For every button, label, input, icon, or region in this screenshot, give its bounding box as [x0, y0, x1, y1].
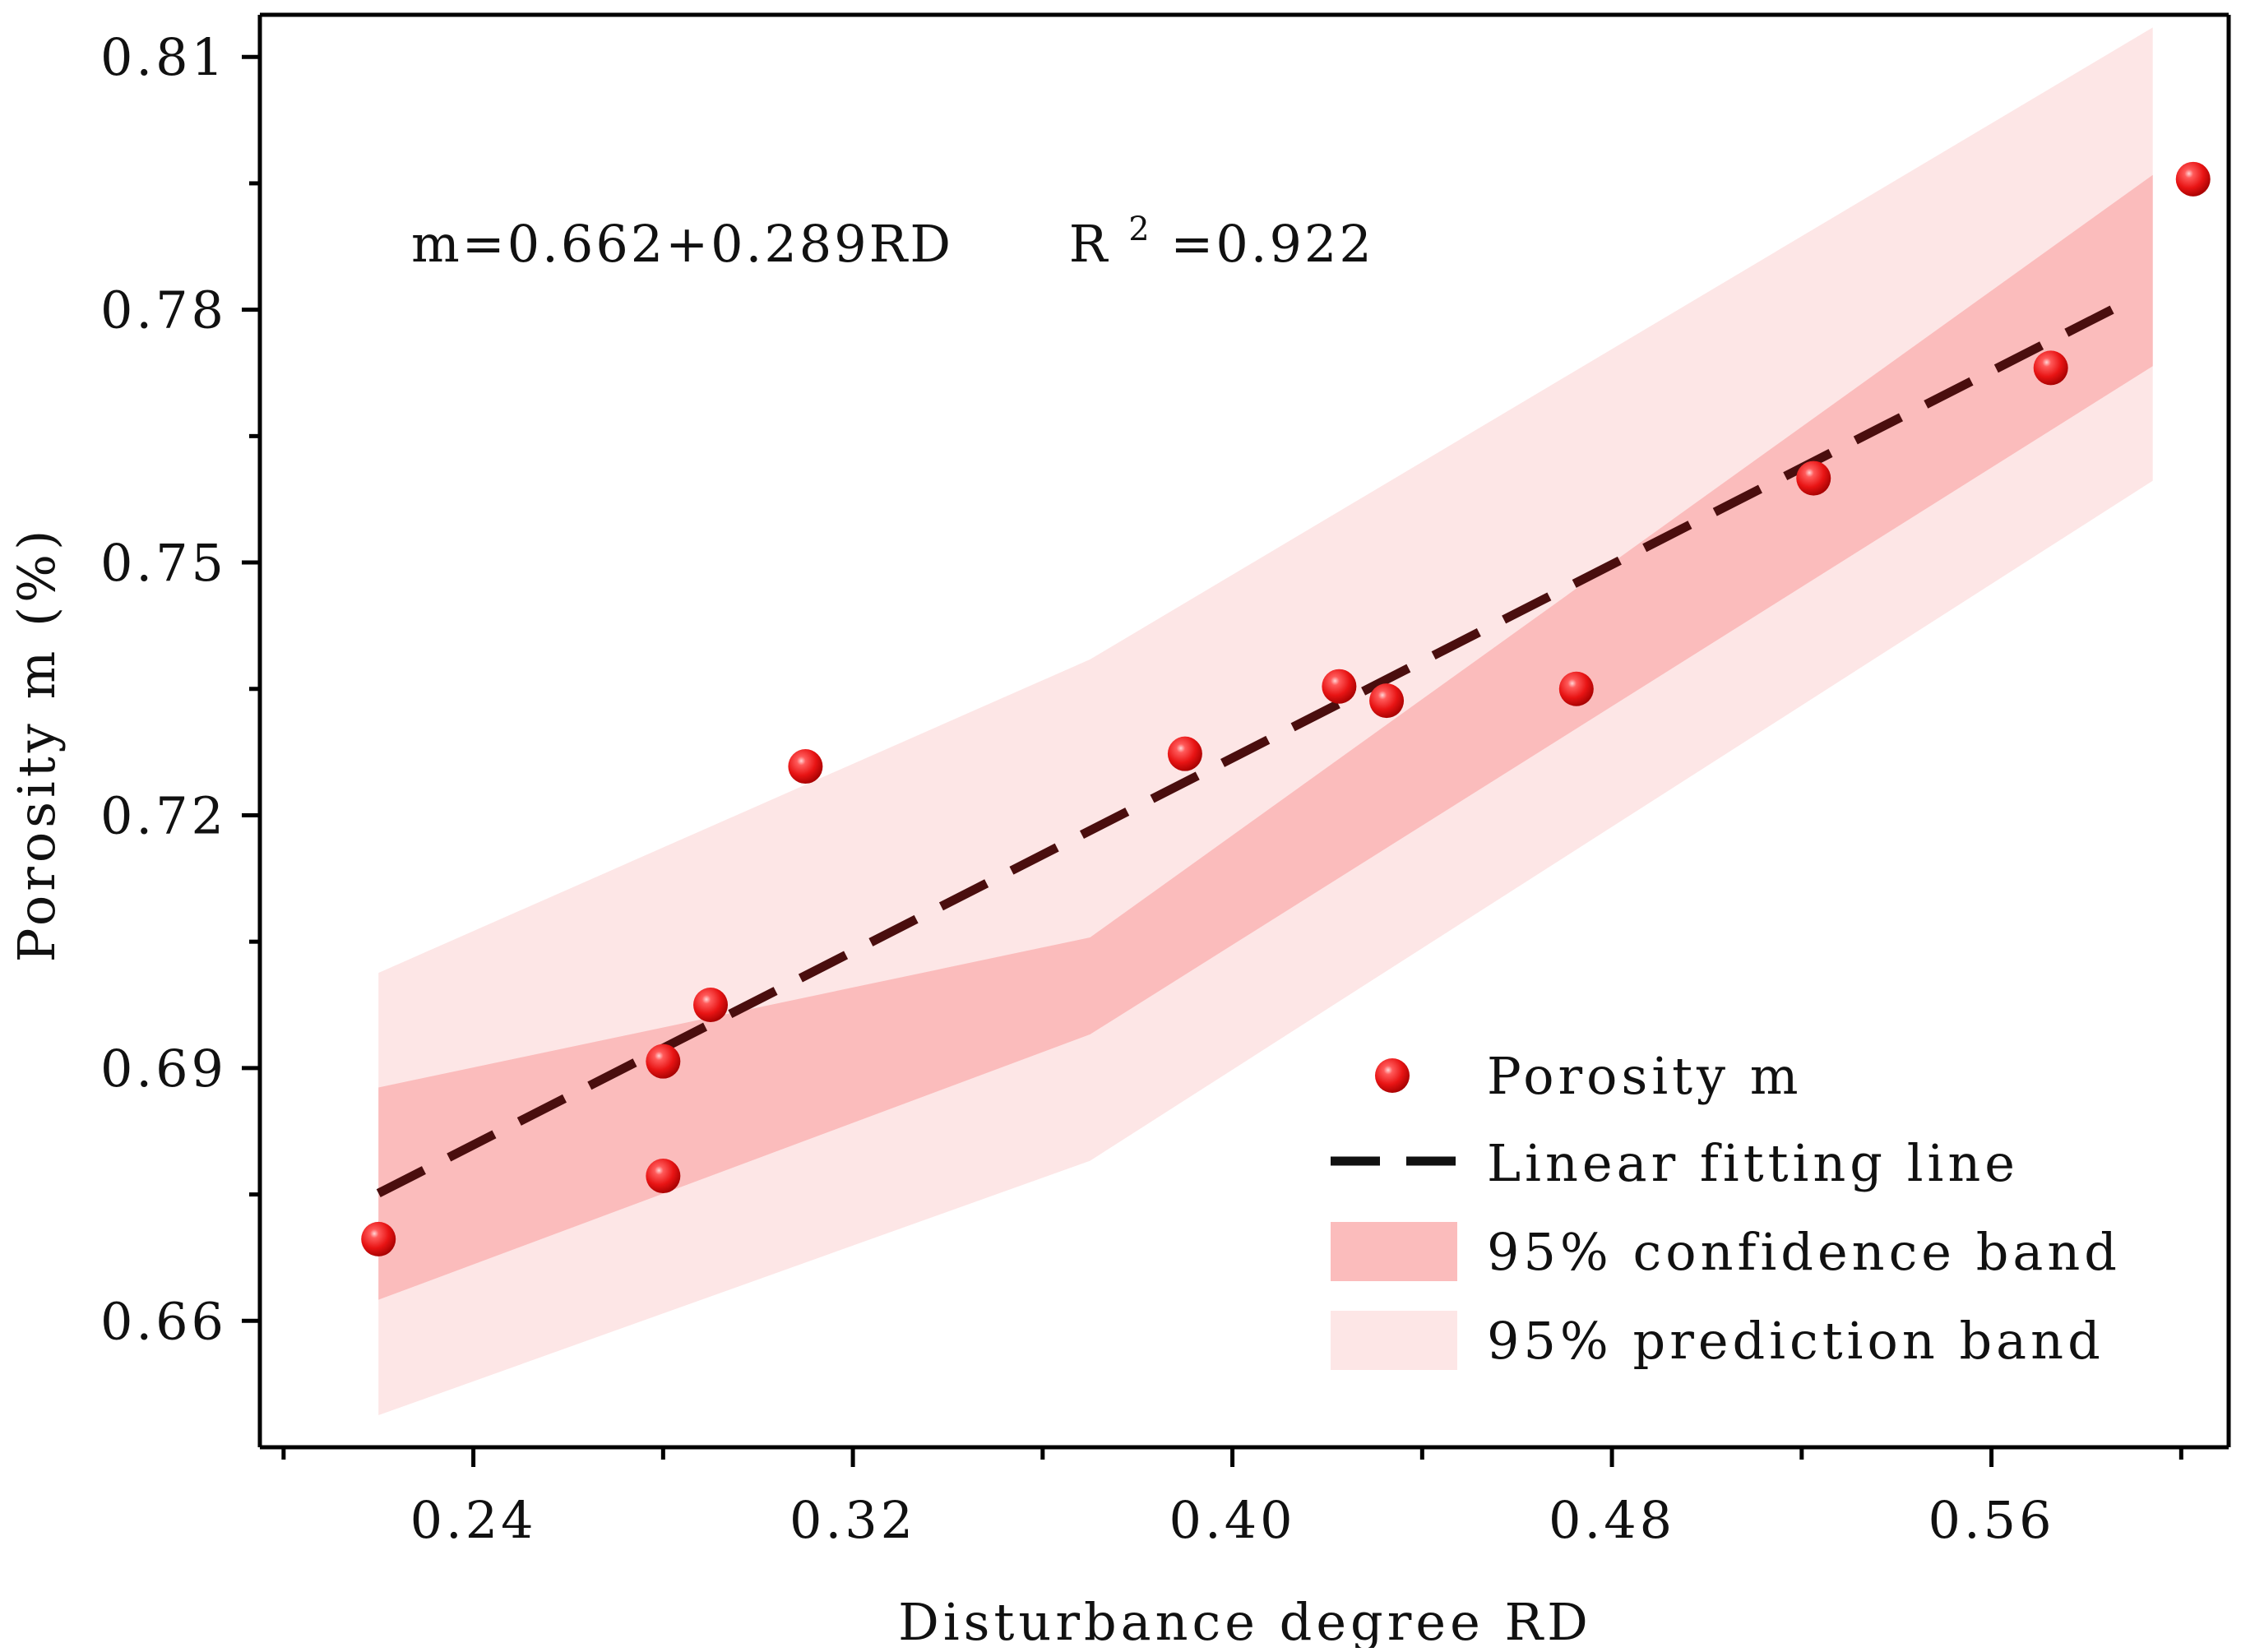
tick-labels-layer: 0.66 0.69 0.72 0.75 0.78 0.81 0.24 0.32 0.40 0.48…	[100, 27, 2055, 1550]
legend: Porosity m Linear fitting line 95% confi…	[1331, 1046, 2121, 1371]
x-axis-title: Disturbance degree RD	[898, 1592, 1592, 1648]
equation-label: m=0.662+0.289RD R 2 =0.922	[411, 192, 1374, 274]
data-point-8	[1369, 683, 1405, 719]
fit-layer	[376, 299, 2127, 1198]
legend-label-prediction: 95% prediction band	[1487, 1311, 2104, 1371]
x-tick-label-1: 0.24	[410, 1490, 537, 1550]
legend-swatch-prediction	[1331, 1311, 1457, 1370]
bands-layer	[378, 27, 2153, 1416]
data-point-2	[646, 1159, 681, 1194]
data-point-7	[1322, 669, 1357, 704]
x-tick-label-2: 0.32	[789, 1490, 916, 1550]
legend-swatch-points	[1375, 1058, 1410, 1093]
x-tick-label-3: 0.40	[1169, 1490, 1296, 1550]
y-tick-label-1: 0.66	[100, 1291, 227, 1351]
data-point-9	[1558, 671, 1594, 706]
data-point-3	[646, 1043, 681, 1079]
axes-layer	[242, 12, 2231, 1467]
y-tick-label-6: 0.81	[100, 27, 227, 87]
equation-r-value: =0.922	[1170, 214, 1373, 274]
y-tick-label-2: 0.69	[100, 1039, 227, 1099]
x-tick-label-5: 0.56	[1928, 1490, 2055, 1550]
equation-r: R	[1069, 214, 1110, 274]
data-point-10	[1796, 460, 1831, 496]
data-point-12	[2175, 161, 2211, 197]
data-point-5	[788, 749, 823, 784]
data-point-6	[1167, 736, 1202, 771]
y-tick-label-3: 0.72	[100, 785, 227, 845]
data-point-11	[2033, 350, 2068, 386]
legend-label-points: Porosity m	[1487, 1046, 1803, 1106]
legend-swatch-confidence	[1331, 1222, 1457, 1281]
legend-label-confidence: 95% confidence band	[1487, 1222, 2121, 1282]
confidence-band	[378, 174, 2153, 1300]
legend-label-fit: Linear fitting line	[1487, 1133, 2019, 1193]
x-tick-label-4: 0.48	[1549, 1490, 1675, 1550]
equation-r-superscript: 2	[1128, 211, 1151, 248]
y-tick-label-5: 0.78	[100, 280, 227, 340]
y-axis-title: Porosity m (%)	[7, 526, 67, 963]
linear-fitting-line	[376, 299, 2127, 1198]
data-point-4	[693, 988, 729, 1023]
points-layer	[361, 161, 2211, 1256]
y-tick-label-4: 0.75	[100, 533, 227, 593]
data-point-1	[361, 1221, 396, 1256]
equation-fit: m=0.662+0.289RD	[411, 214, 953, 274]
